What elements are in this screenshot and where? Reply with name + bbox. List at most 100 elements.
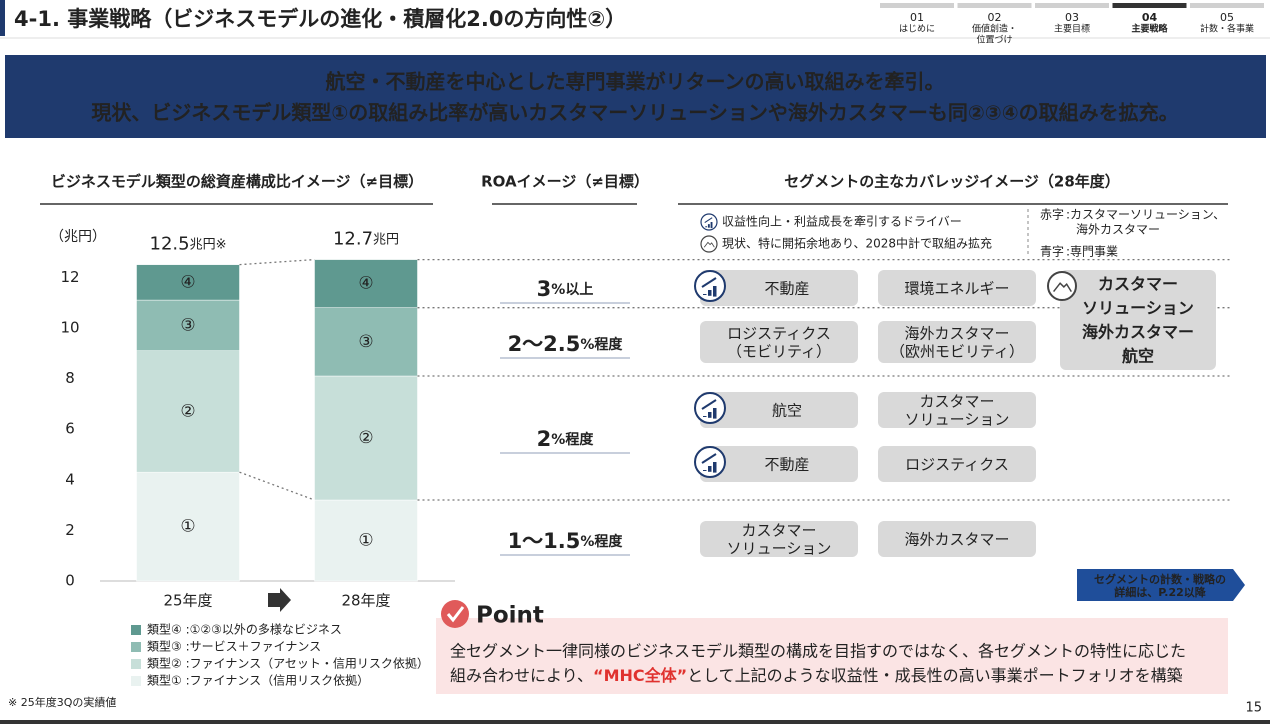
segment-name: ロジスティクス: [905, 456, 1009, 474]
roa-level: 2～2.5%程度: [508, 332, 624, 356]
icon-bar: [708, 412, 712, 418]
bar-segment: [136, 264, 240, 301]
nav-label: 位置づけ: [976, 34, 1012, 46]
link-text: 詳細は、P.22以降: [1114, 585, 1207, 599]
segment-name: 海外カスタマー: [904, 325, 1009, 343]
legend-label: 類型① :ファイナンス（信用リスク依拠）: [147, 673, 369, 688]
total-label: 12.5兆円※: [150, 234, 227, 255]
segment-name: ソリューション: [727, 540, 832, 558]
segment-name: 不動産: [764, 280, 809, 298]
bar-segment: [136, 299, 240, 351]
point-text-part: 組み合わせにより、: [450, 666, 593, 685]
roa-level: 2%程度: [537, 427, 595, 451]
icon-bar: [703, 294, 707, 295]
roa-suffix: %程度: [580, 533, 623, 550]
color-key-text: :専門事業: [1066, 245, 1118, 259]
roa-value: 3: [537, 277, 552, 301]
color-key-text: :カスタマーソリューション、: [1066, 208, 1225, 222]
segment-label: ④: [180, 272, 195, 292]
y-tick-label: 8: [65, 369, 75, 387]
slide-title: 4-1. 事業戦略（ビジネスモデルの進化・積層化2.0の方向性②）: [14, 7, 626, 31]
banner-text: 航空・不動産を中心とした専門事業がリターンの高い取組みを牽引。: [326, 70, 945, 94]
segment-box: [1060, 270, 1216, 370]
driver-icon: [694, 392, 726, 424]
icon-circle: [694, 392, 726, 424]
bottom-border: [0, 720, 1270, 724]
link-button[interactable]: [1077, 569, 1245, 601]
segment-label: ②: [180, 401, 195, 421]
legend-swatch: [131, 659, 141, 669]
point-text: 全セグメント一律同様のビジネスモデル類型の構成を目指すのではなく、各セグメントの…: [450, 642, 1186, 661]
total-unit: 兆円: [373, 232, 399, 247]
icon-bar: [703, 416, 707, 417]
color-key: 赤字: [1040, 207, 1064, 222]
x-tick-label: 25年度: [163, 592, 212, 610]
legend-label: 類型④ :①②③以外の多様なビジネス: [147, 623, 342, 637]
nav-bar: [1112, 3, 1187, 8]
roa-suffix: %以上: [551, 282, 593, 298]
roa-level: 3%以上: [537, 277, 594, 301]
segment-label: ①: [358, 531, 373, 551]
icon-bar: [713, 286, 717, 297]
total-value: 12.5: [150, 234, 190, 255]
segment-box: [700, 321, 858, 363]
nav-bar: [880, 3, 954, 8]
bar-segment: [314, 375, 418, 501]
y-axis-label: （兆円）: [50, 229, 106, 245]
footnote: ※ 25年度3Qの実績値: [8, 695, 116, 709]
nav-label: 主要戦略: [1131, 23, 1168, 35]
legend-swatch: [131, 676, 141, 686]
segment-label: ③: [358, 332, 373, 352]
icon-arrow: [704, 217, 713, 223]
driver-icon: [694, 446, 726, 478]
segment-label: ①: [180, 517, 195, 537]
segment-name: （欧州モビリティ）: [890, 343, 1024, 361]
section-title: セグメントの主なカバレッジイメージ（28年度）: [784, 173, 1120, 191]
roa-value: 1～1.5: [508, 529, 581, 553]
icon-circle: [694, 446, 726, 478]
roa-value: 2: [537, 427, 552, 451]
legend-swatch: [131, 642, 141, 652]
segment-name: 海外カスタマー: [904, 531, 1009, 549]
driver-icon: [700, 213, 718, 231]
bar-segment: [136, 350, 240, 473]
explore-icon: [1047, 271, 1077, 301]
segment-name: カスタマー: [1098, 275, 1178, 294]
y-tick-label: 12: [60, 268, 79, 286]
y-tick-label: 4: [65, 470, 75, 488]
legend-label: 類型② :ファイナンス（アセット・信用リスク依拠）: [147, 656, 429, 671]
nav-bar: [957, 3, 1032, 8]
nav-number: 02: [988, 11, 1002, 24]
roa-suffix: %程度: [551, 431, 594, 448]
point-label: Point: [476, 603, 544, 629]
icon-bar: [708, 290, 712, 296]
segment-name: 航空: [1122, 347, 1154, 366]
total-label: 12.7兆円: [333, 229, 399, 250]
y-tick-label: 2: [65, 521, 75, 539]
icon-circle: [694, 270, 726, 302]
title-accent: [0, 0, 5, 36]
nav-bar: [1190, 3, 1264, 8]
segment-name: カスタマー: [741, 522, 816, 540]
segment-box: [878, 446, 1036, 482]
color-key: 青字: [1040, 244, 1064, 259]
icon-bar: [707, 224, 710, 228]
nav-number: 01: [910, 11, 924, 24]
segment-box: [700, 392, 858, 428]
icon-mountain: [1053, 282, 1072, 293]
icon-legend-text: 収益性向上・利益成長を牽引するドライバー: [722, 214, 962, 229]
nav-number: 04: [1142, 11, 1158, 24]
explore-icon: [700, 235, 718, 253]
y-tick-label: 10: [60, 318, 79, 336]
segment-name: ソリューション: [1082, 299, 1194, 318]
bar-segment: [136, 471, 240, 582]
total-unit: 兆円※: [190, 237, 227, 252]
segment-name: 不動産: [764, 456, 809, 474]
driver-icon: [694, 270, 726, 302]
icon-bar: [705, 226, 708, 228]
segment-label: ③: [180, 315, 195, 335]
color-key-text: 海外カスタマー: [1076, 222, 1160, 237]
connector: [239, 471, 315, 501]
arrow: [268, 588, 291, 612]
y-tick-label: 6: [65, 420, 75, 438]
